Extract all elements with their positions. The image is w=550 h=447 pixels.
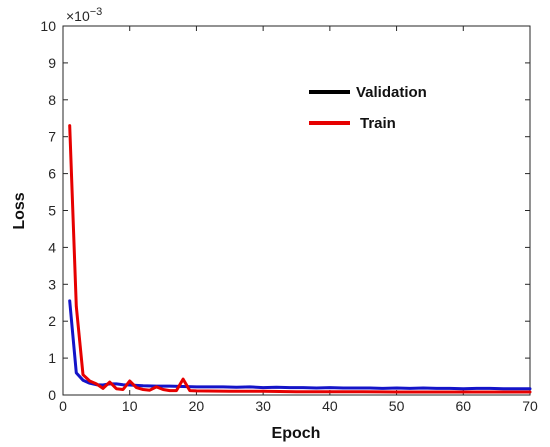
x-axis-ticks: 0 10 20 30 40 50 60 70 — [59, 26, 538, 414]
y-tick-label: 8 — [48, 92, 56, 108]
y-axis-label: Loss — [11, 192, 28, 229]
y-multiplier: ×10−3 — [66, 6, 102, 24]
y-tick-label: 1 — [48, 350, 56, 366]
x-tick-label: 50 — [389, 398, 405, 414]
y-multiplier-base: ×10 — [66, 8, 90, 24]
legend: Validation Train — [309, 84, 427, 132]
x-tick-label: 40 — [322, 398, 338, 414]
x-tick-label: 10 — [122, 398, 138, 414]
y-tick-label: 7 — [48, 129, 56, 145]
y-tick-label: 5 — [48, 203, 56, 219]
y-multiplier-exponent: −3 — [90, 6, 103, 18]
y-tick-label: 9 — [48, 55, 56, 71]
plot-area — [62, 25, 531, 396]
x-tick-label: 20 — [189, 398, 205, 414]
x-tick-label: 0 — [59, 398, 67, 414]
x-tick-label: 30 — [255, 398, 271, 414]
series-line-train — [68, 124, 532, 394]
legend-label-validation: Validation — [356, 84, 427, 101]
y-tick-label: 2 — [48, 313, 56, 329]
y-tick-label: 3 — [48, 276, 56, 292]
series-layer — [68, 124, 532, 394]
y-tick-label: 10 — [40, 18, 56, 34]
x-tick-label: 70 — [522, 398, 538, 414]
legend-label-train: Train — [360, 115, 396, 132]
y-axis-ticks: 0 1 2 3 4 5 6 7 8 9 10 — [40, 18, 530, 403]
x-tick-label: 60 — [455, 398, 471, 414]
y-tick-label: 0 — [48, 387, 56, 403]
y-tick-label: 4 — [48, 239, 56, 255]
y-tick-label: 6 — [48, 166, 56, 182]
x-axis-label: Epoch — [272, 425, 321, 442]
